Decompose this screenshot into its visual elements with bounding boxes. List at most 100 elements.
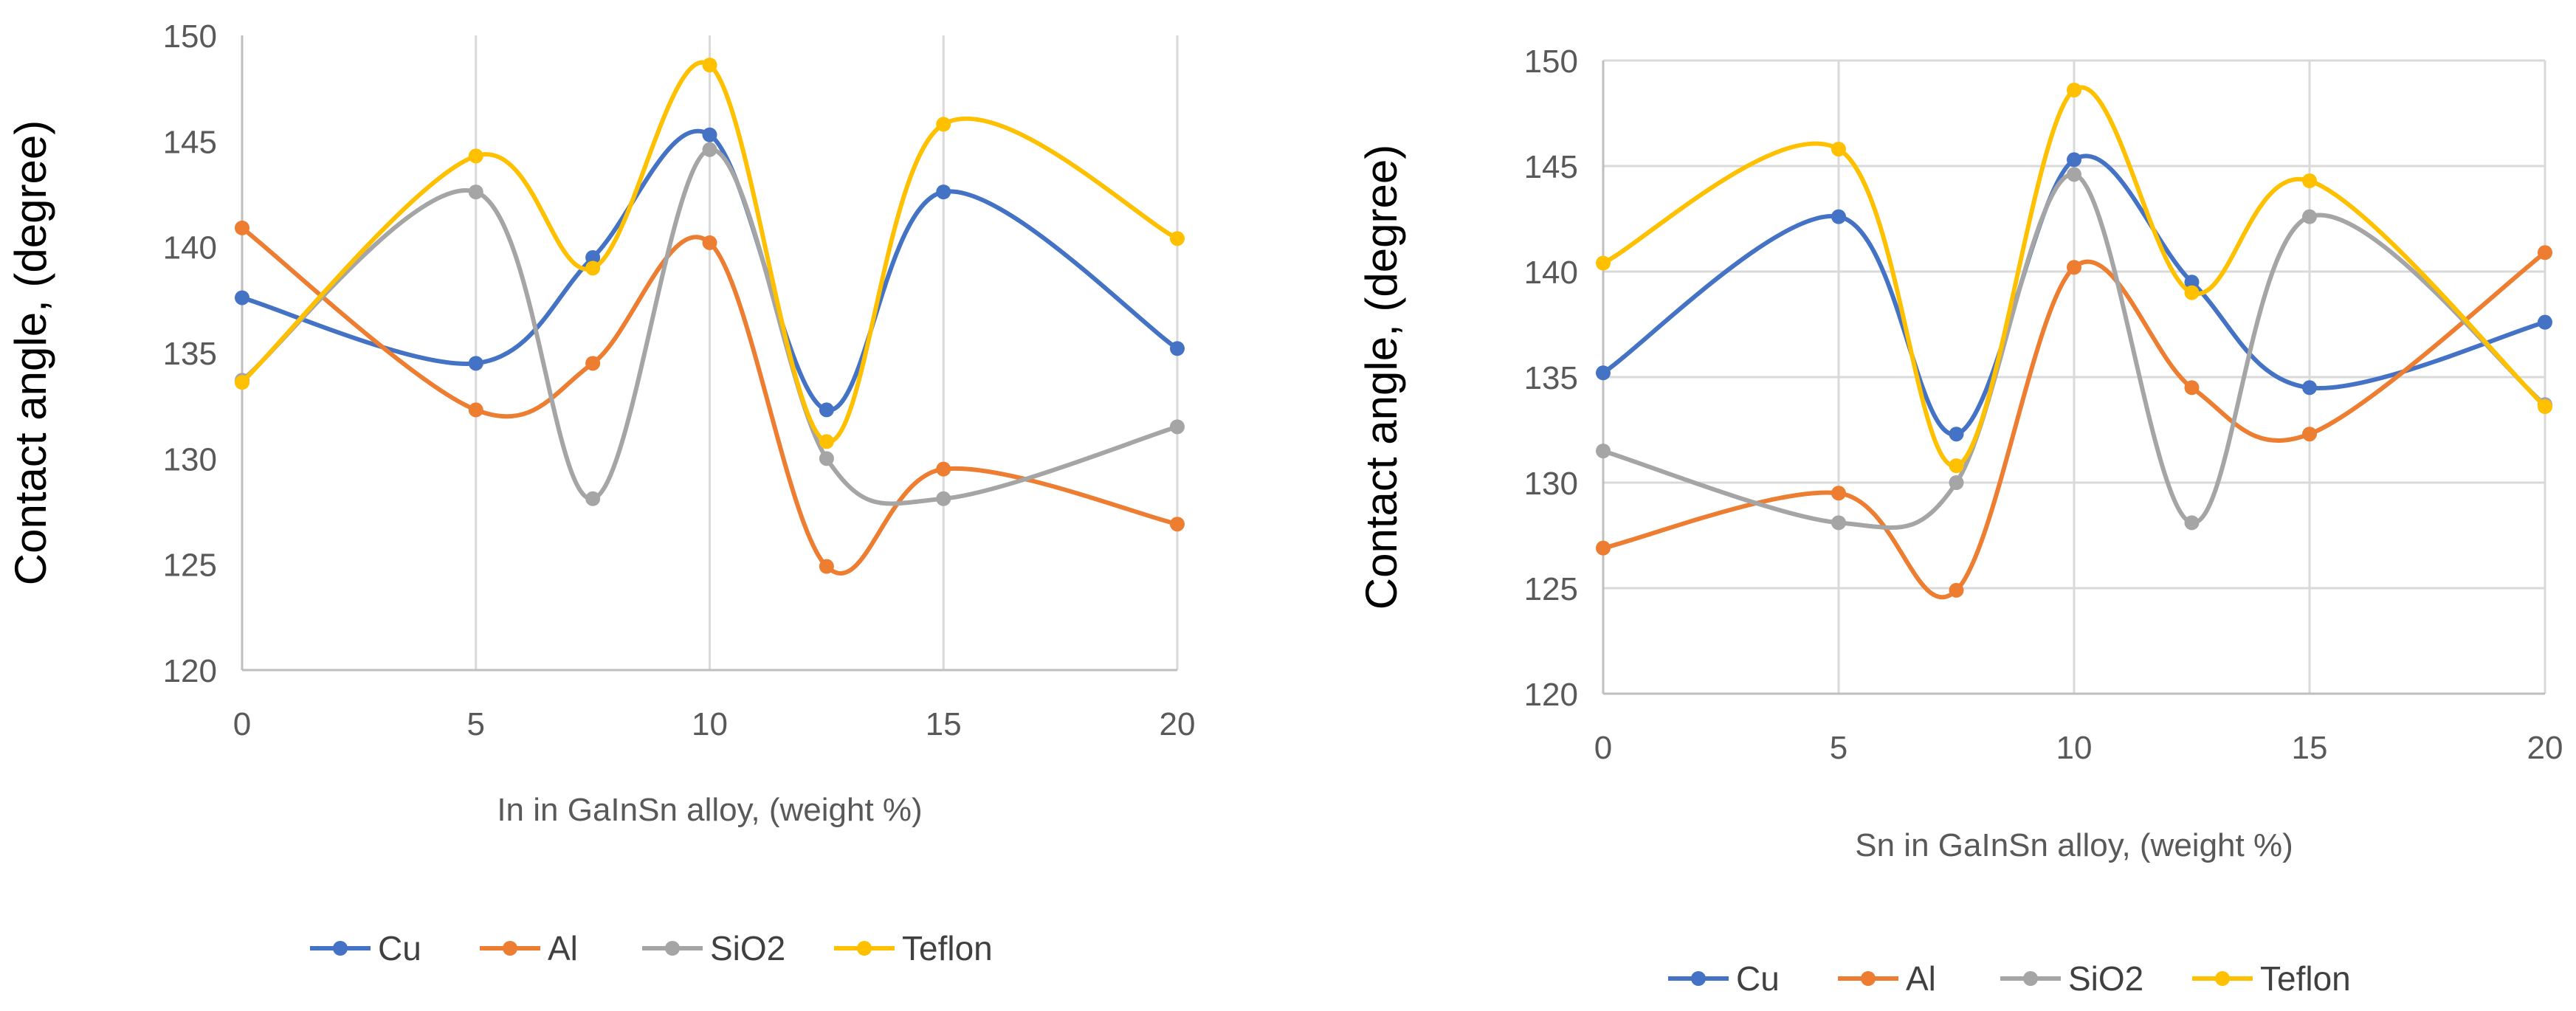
data-point <box>936 461 951 477</box>
data-point <box>2067 152 2081 168</box>
chart-panel-sn: 120 125 130 135 140 145 150 0 5 10 15 20 Contact ang… <box>1314 0 2576 1011</box>
data-point <box>235 220 249 235</box>
legend: Cu Al SiO2 Teflon <box>1668 959 2351 998</box>
data-point <box>2538 399 2552 415</box>
x-tick-label: 0 <box>233 706 251 742</box>
legend-item-cu: Cu <box>1668 959 1780 998</box>
data-point <box>2302 427 2317 442</box>
legend-label: SiO2 <box>2068 959 2143 998</box>
x-tick-label: 5 <box>467 706 485 742</box>
x-axis-title: Sn in GaInSn alloy, (weight %) <box>1855 827 2293 863</box>
data-point <box>1949 475 1964 490</box>
legend-label: Cu <box>378 929 421 967</box>
x-tick-label: 20 <box>2527 730 2563 766</box>
data-point <box>702 58 717 73</box>
data-point <box>1596 540 1611 556</box>
legend-item-teflon: Teflon <box>2192 959 2351 998</box>
legend-label: Al <box>1906 959 1936 998</box>
data-point <box>2302 209 2317 224</box>
y-tick-label: 135 <box>163 336 217 372</box>
chart-in-content: 120 125 130 135 140 145 150 0 5 10 15 20 Contact ang… <box>6 18 1195 967</box>
legend: Cu Al SiO2 Teflon <box>310 929 993 967</box>
data-point <box>2184 275 2200 290</box>
legend-item-cu: Cu <box>310 929 421 967</box>
data-point <box>1949 427 1964 442</box>
data-point <box>468 148 483 164</box>
data-point <box>468 184 483 200</box>
series-sio2 <box>1596 167 2552 531</box>
y-tick-label: 150 <box>1524 44 1578 80</box>
data-point <box>2184 285 2200 300</box>
data-point <box>702 142 717 157</box>
data-point <box>468 402 483 418</box>
chart-panel-in: 120 125 130 135 140 145 150 0 5 10 15 20 Contact ang… <box>0 0 1240 1011</box>
y-tick-label: 135 <box>1524 360 1578 396</box>
x-axis-title: In in GaInSn alloy, (weight %) <box>497 792 922 828</box>
series-teflon <box>1596 83 2552 474</box>
x-tick-label: 10 <box>692 706 728 742</box>
data-point <box>1170 231 1185 246</box>
legend-label: Cu <box>1736 959 1780 998</box>
y-tick-label: 140 <box>163 230 217 266</box>
x-tick-label: 0 <box>1594 730 1612 766</box>
legend-item-sio2: SiO2 <box>2000 959 2143 998</box>
data-point <box>1949 458 1964 474</box>
data-point <box>1831 142 1846 157</box>
x-tick-label: 15 <box>2292 730 2328 766</box>
data-point <box>235 290 249 306</box>
legend-swatch-marker <box>1691 971 1706 986</box>
chart-sn-content: 120 125 130 135 140 145 150 0 5 10 15 20 Contact ang… <box>1357 44 2563 998</box>
y-tick-label: 145 <box>163 124 217 160</box>
data-point <box>2067 260 2081 275</box>
data-point <box>2067 167 2081 182</box>
data-point <box>1170 419 1185 435</box>
y-tick-label: 145 <box>1524 149 1578 185</box>
data-point <box>1596 444 1611 459</box>
legend-item-sio2: SiO2 <box>642 929 785 967</box>
y-tick-label: 130 <box>163 441 217 477</box>
legend-item-al: Al <box>480 929 578 967</box>
legend-item-teflon: Teflon <box>834 929 993 967</box>
legend-swatch-marker <box>857 941 872 956</box>
data-point <box>1831 209 1846 224</box>
series-al <box>1596 245 2552 600</box>
legend-label: SiO2 <box>710 929 785 967</box>
y-tick-label: 150 <box>163 18 217 55</box>
data-point <box>1596 365 1611 381</box>
data-point <box>702 235 717 250</box>
legend-swatch-marker <box>2023 971 2038 986</box>
data-point <box>936 491 951 506</box>
data-point <box>1170 341 1185 356</box>
legend-swatch-marker <box>2215 971 2230 986</box>
data-point <box>2538 245 2552 260</box>
legend-label: Al <box>548 929 578 967</box>
data-point <box>2538 314 2552 330</box>
data-point <box>1170 517 1185 532</box>
data-point <box>936 184 951 200</box>
y-axis-title: Contact angle, (degree) <box>1357 145 1406 610</box>
data-point <box>702 127 717 142</box>
y-tick-label: 130 <box>1524 466 1578 502</box>
x-tick-label: 5 <box>1830 730 1847 766</box>
y-tick-label: 140 <box>1524 255 1578 291</box>
data-point <box>819 559 834 574</box>
data-point <box>585 250 601 265</box>
legend-swatch-marker <box>1861 971 1876 986</box>
y-tick-label: 120 <box>1524 677 1578 713</box>
legend-swatch-marker <box>503 941 517 956</box>
legend-label: Teflon <box>902 929 993 967</box>
data-point <box>1949 582 1964 598</box>
series-al <box>235 220 1185 576</box>
y-tick-label: 120 <box>163 653 217 689</box>
data-point <box>819 434 834 449</box>
x-tick-label: 15 <box>926 706 962 742</box>
data-point <box>1831 486 1846 501</box>
legend-label: Teflon <box>2260 959 2351 998</box>
legend-swatch-marker <box>665 941 680 956</box>
x-tick-label: 10 <box>2056 730 2093 766</box>
data-point <box>1596 255 1611 271</box>
data-point <box>585 356 601 371</box>
data-point <box>585 491 601 506</box>
y-tick-label: 125 <box>163 548 217 584</box>
